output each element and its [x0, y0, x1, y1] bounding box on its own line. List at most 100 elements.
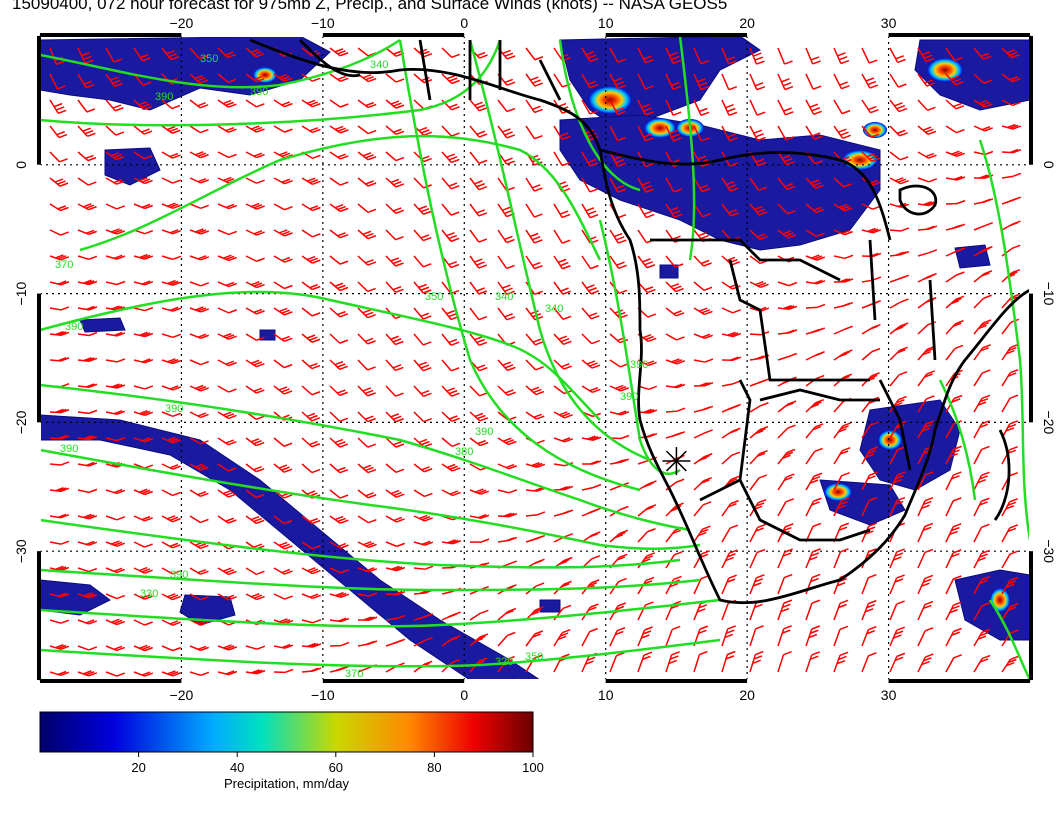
wind-barb	[833, 73, 850, 90]
wind-barb	[917, 627, 934, 647]
wind-barb	[973, 369, 991, 387]
wind-barb	[581, 73, 599, 89]
wind-barb	[833, 203, 853, 212]
wind-barb	[217, 203, 237, 210]
wind-barb	[917, 345, 936, 361]
wind-barb	[553, 307, 572, 321]
wind-barb	[1001, 123, 1022, 130]
wind-barb	[1001, 603, 1019, 621]
wind-barb	[441, 125, 460, 137]
wind-barb	[273, 125, 293, 133]
precip-northeast	[914, 39, 1030, 111]
wind-barb	[749, 125, 766, 142]
wind-barb	[217, 73, 237, 83]
wind-barb	[889, 548, 905, 569]
wind-barb	[693, 453, 713, 465]
contour-label: 390	[250, 86, 268, 98]
wind-barb	[861, 99, 879, 114]
wind-barb	[637, 73, 654, 90]
wind-barb	[889, 496, 906, 517]
wind-barb	[973, 174, 994, 179]
lon-tick-label-top: 30	[881, 15, 897, 31]
wind-barb	[777, 151, 795, 166]
wind-barb	[525, 359, 544, 371]
wind-barb	[637, 651, 653, 673]
wind-barb	[161, 151, 181, 159]
wind-barb	[553, 229, 571, 244]
wind-barb	[665, 307, 685, 317]
precip-small-2	[954, 244, 991, 269]
wind-barb	[581, 281, 600, 295]
wind-barb	[917, 496, 934, 517]
wind-barb	[245, 99, 265, 108]
lat-tick-label-right: 0	[1041, 161, 1056, 169]
wind-barb	[217, 385, 237, 393]
colorbar-tick-label: 80	[427, 760, 441, 775]
wind-barb	[553, 485, 574, 491]
wind-barb	[217, 670, 238, 676]
wind-barb	[357, 359, 376, 371]
wind-barb	[217, 125, 237, 133]
contour-label: 350	[525, 651, 543, 663]
contour-label: 390	[475, 426, 493, 438]
contour-label: 350	[200, 53, 218, 65]
wind-barb	[805, 229, 825, 238]
wind-barb	[189, 255, 210, 261]
wind-barb	[441, 73, 460, 85]
africa-coastline	[249, 38, 1030, 605]
wind-barb	[301, 567, 321, 575]
wind-barb	[301, 642, 322, 648]
wind-barb	[189, 203, 210, 210]
wind-barb	[777, 599, 793, 621]
wind-barb	[609, 458, 630, 465]
axis-bar-left	[37, 293, 41, 423]
wind-barb	[49, 306, 70, 311]
wind-barb	[189, 281, 210, 287]
wind-barb	[777, 498, 795, 517]
wind-barb	[49, 151, 68, 163]
wind-barb	[665, 333, 685, 341]
wind-barb	[721, 331, 742, 338]
wind-barb	[357, 489, 377, 499]
wind-barb	[945, 471, 962, 491]
wind-barb	[777, 424, 796, 439]
wind-barb	[637, 177, 655, 193]
wind-barb	[133, 644, 153, 652]
wind-barb	[161, 125, 181, 134]
wind-barb	[329, 177, 349, 186]
wind-barb	[917, 73, 936, 87]
wind-barb	[105, 125, 125, 136]
wind-barb	[609, 73, 626, 90]
wind-barb	[693, 99, 710, 117]
lat-tick-label-right: −20	[1041, 411, 1056, 435]
wind-barb	[469, 609, 489, 621]
wind-barb	[609, 384, 629, 392]
wind-barb	[413, 613, 434, 621]
wind-barb	[945, 549, 962, 569]
wind-barb	[609, 177, 627, 193]
axis-bar-top	[181, 33, 323, 37]
axis-bar-top	[605, 33, 748, 37]
wind-barb	[693, 47, 710, 65]
wind-barb	[49, 280, 70, 286]
wind-barb	[721, 524, 739, 543]
wind-barb	[833, 125, 851, 139]
station-marker	[662, 447, 691, 476]
wind-barb	[805, 351, 825, 361]
wind-barb	[693, 307, 713, 316]
wind-barb	[49, 330, 70, 337]
wind-barb	[301, 307, 321, 317]
wind-barb	[49, 540, 70, 545]
wind-barb	[833, 349, 853, 361]
wind-barb	[917, 225, 938, 231]
wind-barb	[525, 630, 544, 647]
wind-barb	[245, 359, 265, 368]
wind-barb	[245, 125, 265, 133]
wind-barb	[889, 99, 908, 113]
wind-barb	[413, 385, 432, 397]
wind-barb	[973, 125, 993, 132]
wind-barb	[525, 203, 543, 218]
wind-barb	[917, 99, 936, 111]
colorbar-tick-label: 60	[329, 760, 343, 775]
wind-barb	[161, 489, 181, 497]
